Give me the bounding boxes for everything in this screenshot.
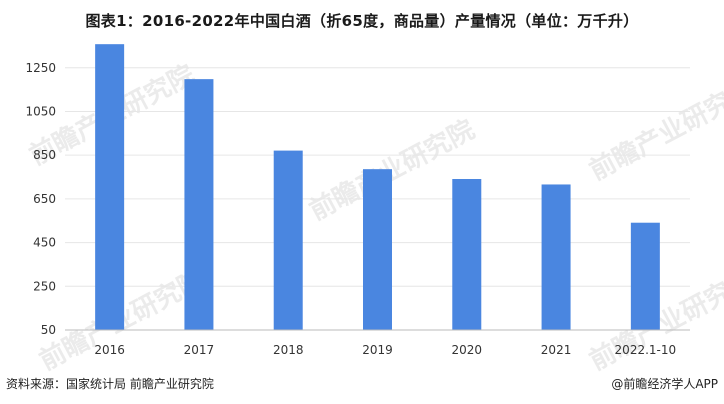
bar-2021 — [541, 184, 571, 330]
credit-note: @前瞻经济学人APP — [611, 377, 718, 391]
bar-2020 — [452, 179, 482, 330]
bar-2022.1-10 — [630, 222, 660, 330]
y-tick-label: 1050 — [25, 104, 56, 118]
x-tick-label: 2020 — [452, 343, 483, 357]
bar-2017 — [184, 79, 214, 330]
source-note: 资料来源：国家统计局 前瞻产业研究院 — [6, 377, 214, 391]
y-tick-label: 250 — [33, 279, 56, 293]
y-tick-label: 650 — [33, 192, 56, 206]
x-tick-label: 2019 — [362, 343, 393, 357]
x-tick-label: 2022.1-10 — [615, 343, 677, 357]
y-tick-label: 50 — [41, 323, 56, 337]
y-axis-ticks: 50 250 450 650 850 1050 1250 — [25, 61, 56, 337]
x-tick-label: 2017 — [184, 343, 215, 357]
bar-2019 — [363, 169, 392, 330]
bar-2018 — [273, 150, 303, 330]
bar-2016 — [95, 44, 125, 331]
x-tick-label: 2016 — [94, 343, 125, 357]
x-tick-label: 2018 — [273, 343, 304, 357]
chart-title: 图表1：2016-2022年中国白酒（折65度，商品量）产量情况（单位：万千升） — [85, 12, 639, 30]
bars — [95, 44, 660, 331]
y-tick-label: 850 — [33, 148, 56, 162]
y-tick-label: 1250 — [25, 61, 56, 75]
x-axis-ticks: 2016 2017 2018 2019 2020 2021 2022.1-10 — [94, 343, 676, 357]
y-tick-label: 450 — [33, 236, 56, 250]
x-tick-label: 2021 — [541, 343, 572, 357]
